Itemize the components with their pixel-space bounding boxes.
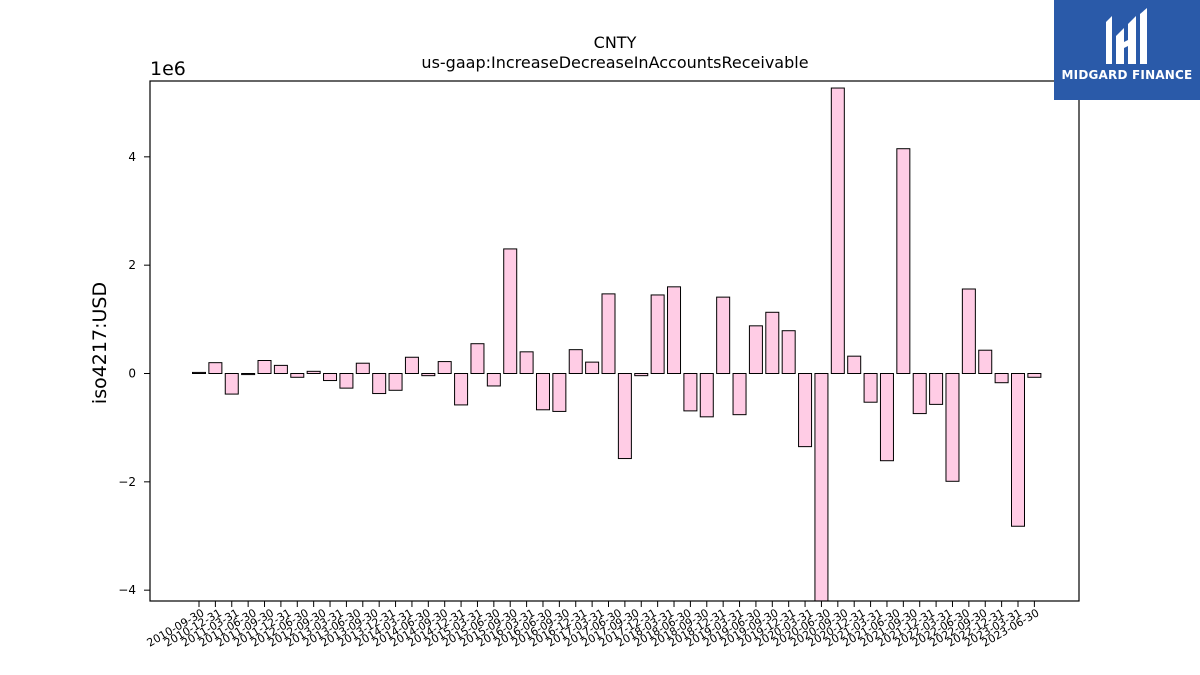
bar-2011-09-30 (257, 360, 272, 374)
y-tick-label: −4 (118, 583, 136, 597)
bar-2020-06-30 (830, 87, 845, 374)
bar-2021-03-31 (879, 373, 894, 462)
midgard-logo-icon (1106, 8, 1147, 64)
bar-2020-09-30 (847, 355, 862, 375)
bar-2013-03-31 (355, 362, 370, 374)
bar-2015-12-31 (535, 373, 550, 411)
bar-2011-12-31 (273, 364, 288, 375)
bar-2021-09-30 (912, 373, 927, 415)
y-axis-label: iso4217:USD (89, 282, 111, 404)
bar-2022-06-30 (961, 288, 976, 374)
bar-2012-03-31 (290, 373, 305, 378)
plot-frame (149, 80, 1080, 602)
y-multiplier-label: 1e6 (150, 58, 186, 80)
bar-2017-09-30 (650, 294, 665, 374)
bar-2012-09-30 (323, 373, 338, 382)
y-tick-label: −2 (118, 475, 136, 489)
bar-2014-03-31 (421, 373, 436, 377)
y-tick-label: 0 (128, 367, 136, 381)
bar-2018-12-31 (732, 373, 747, 416)
bar-2018-06-30 (699, 373, 714, 418)
bar-2017-03-31 (617, 373, 632, 460)
bar-2011-06-30 (241, 373, 256, 376)
bar-2017-12-31 (667, 286, 682, 374)
bar-2015-06-30 (503, 248, 518, 374)
bar-2010-12-31 (208, 362, 223, 375)
y-tick-label: 4 (128, 150, 136, 164)
bar-2023-03-31 (1011, 373, 1025, 527)
bar-2022-09-30 (978, 349, 993, 374)
chart-subtitle: us-gaap:IncreaseDecreaseInAccountsReceiv… (421, 53, 808, 72)
bar-2013-12-31 (404, 356, 419, 374)
bar-2022-12-31 (994, 373, 1009, 384)
bar-2011-03-31 (224, 373, 239, 395)
bar-2019-12-31 (798, 373, 813, 448)
bar-2010-09-30 (192, 371, 206, 375)
bar-2016-03-31 (552, 373, 567, 412)
bar-2018-09-30 (716, 296, 731, 375)
bar-2016-06-30 (568, 349, 583, 375)
bar-2013-06-30 (372, 373, 387, 395)
bar-2014-12-31 (470, 343, 485, 374)
bar-2020-03-31 (814, 373, 829, 602)
brand-name: MIDGARD FINANCE (1061, 68, 1193, 82)
bar-2015-09-30 (519, 351, 534, 374)
bar-2014-09-30 (454, 373, 469, 406)
bar-2019-09-30 (781, 330, 796, 374)
bar-2020-12-31 (863, 373, 878, 403)
bar-2022-03-31 (945, 373, 960, 482)
bar-2018-03-31 (683, 373, 698, 412)
bar-2015-03-31 (486, 373, 501, 387)
y-tick-label: 2 (128, 258, 136, 272)
chart-title: CNTY (594, 33, 637, 52)
bar-2017-06-30 (634, 373, 649, 377)
bar-2021-12-31 (929, 373, 944, 405)
bar-2019-03-31 (748, 325, 763, 374)
bar-2019-06-30 (765, 311, 780, 375)
bar-2021-06-30 (896, 148, 911, 374)
bar-2023-06-30 (1027, 373, 1042, 378)
bar-2012-12-31 (339, 373, 354, 389)
bar-2014-06-30 (437, 361, 452, 374)
bar-2016-09-30 (585, 361, 600, 375)
bar-2013-09-30 (388, 373, 403, 391)
bar-2012-06-30 (306, 370, 321, 374)
brand-logo: MIDGARD FINANCE (1054, 0, 1200, 100)
bar-2016-12-31 (601, 293, 616, 375)
